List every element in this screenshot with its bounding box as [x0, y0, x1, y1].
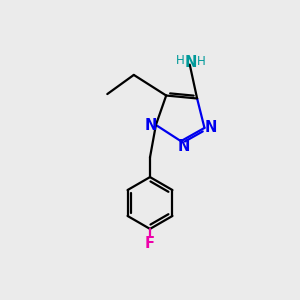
Text: N: N	[144, 118, 157, 133]
Text: N: N	[204, 120, 217, 135]
Text: N: N	[184, 55, 196, 70]
Text: F: F	[145, 236, 155, 250]
Text: H: H	[196, 55, 205, 68]
Text: N: N	[178, 139, 190, 154]
Text: H: H	[176, 54, 185, 67]
